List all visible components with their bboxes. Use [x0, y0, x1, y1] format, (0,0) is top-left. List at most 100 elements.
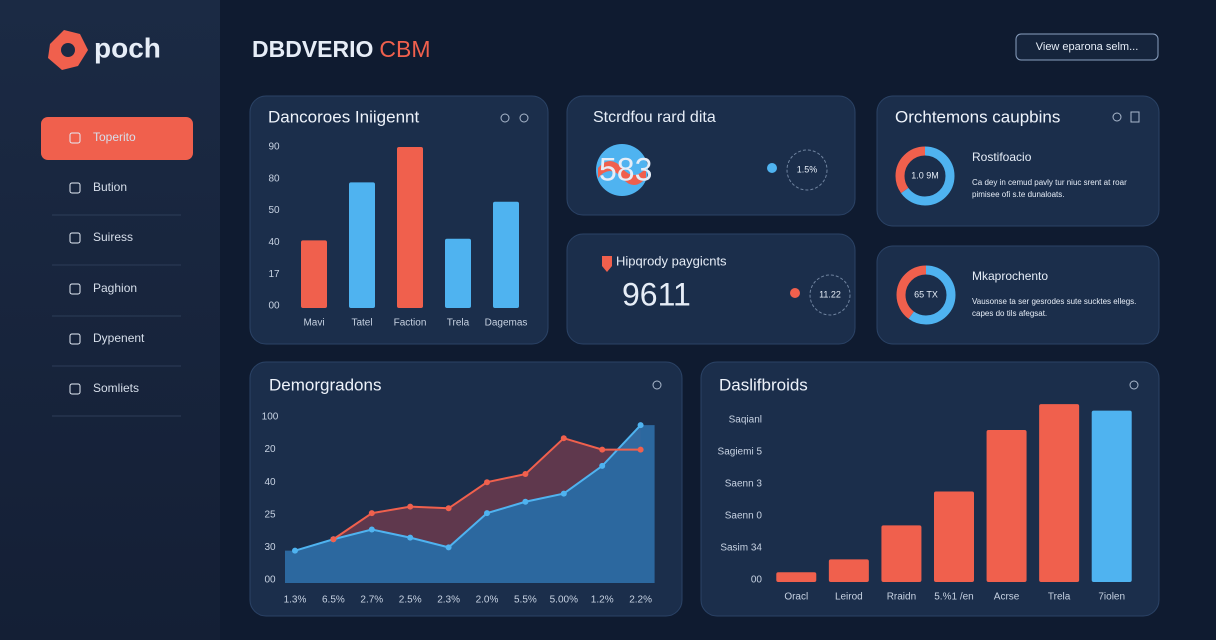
panel — [876, 245, 1160, 345]
nav-item[interactable]: Somliets — [93, 381, 139, 395]
point — [560, 435, 567, 442]
point — [407, 503, 414, 510]
nav-item[interactable]: Toperito — [93, 130, 136, 144]
x-tick-label: 5.00% — [550, 595, 578, 606]
x-tick-label: 5.%1 /en — [934, 592, 973, 603]
y-tick-label: 20 — [264, 444, 276, 455]
x-tick-label: Faction — [394, 318, 427, 329]
point — [368, 526, 375, 533]
card-heading: Mkaprochento — [972, 269, 1048, 283]
point — [599, 446, 606, 453]
y-tick-label: Saenn 3 — [725, 479, 763, 490]
y-tick-label: 100 — [262, 412, 279, 423]
bar — [1091, 410, 1132, 582]
nav-item[interactable]: Bution — [93, 180, 127, 194]
bar — [493, 201, 519, 308]
bar — [776, 572, 817, 582]
bar — [986, 430, 1027, 582]
area-band — [333, 425, 641, 548]
y-tick-label: 40 — [264, 477, 276, 488]
donut-label: 1.0 9M — [911, 170, 939, 180]
x-tick-label: 2.5% — [399, 595, 422, 606]
x-tick-label: 1.2% — [591, 595, 614, 606]
bar — [349, 182, 375, 308]
point — [522, 471, 529, 478]
bar — [1039, 404, 1080, 582]
point — [522, 498, 529, 505]
y-tick-label: 90 — [268, 142, 280, 153]
point — [560, 490, 567, 497]
line — [294, 424, 642, 552]
badge: 1.5% — [797, 164, 818, 174]
card-title: Hipqrody paygicnts — [616, 253, 727, 268]
chart-title: Demorgradons — [269, 375, 381, 394]
x-tick-label: 2.0% — [476, 595, 499, 606]
icon[interactable] — [652, 380, 662, 390]
badge-ring — [809, 274, 851, 316]
point — [637, 446, 644, 453]
y-tick-label: 50 — [268, 205, 280, 216]
badge: 11.22 — [819, 289, 841, 299]
x-tick-label: Mavi — [303, 318, 324, 329]
card-title: Stcrdfou rard dita — [593, 109, 716, 126]
point — [445, 544, 452, 551]
nav-icon — [69, 132, 81, 144]
y-tick-label: Saqianl — [729, 415, 762, 426]
card-title: Orchtemons caupbins — [895, 107, 1060, 126]
card-text: Ca dey in cemud pavly tur niuc srent at … — [972, 178, 1127, 187]
status-dot — [790, 288, 800, 298]
title-accent: CBM — [379, 36, 430, 62]
x-tick-label: Rraidn — [887, 592, 916, 603]
point — [445, 505, 452, 512]
y-tick-label: 30 — [264, 542, 276, 553]
status-dot — [767, 163, 777, 173]
y-tick-label: 80 — [268, 173, 280, 184]
view-button-label[interactable]: View eparona selm... — [1036, 41, 1139, 53]
y-tick-label: 40 — [268, 237, 280, 248]
nav-icon — [69, 182, 81, 194]
bar — [881, 525, 922, 582]
y-tick-label: 25 — [264, 509, 276, 520]
y-tick-label: 17 — [268, 269, 280, 280]
point — [292, 547, 298, 554]
badge-ring — [786, 149, 828, 191]
panel — [566, 233, 856, 345]
y-tick-label: Sagiemi 5 — [718, 447, 763, 458]
y-tick-label: 00 — [751, 575, 763, 586]
point — [599, 462, 606, 469]
bar — [397, 147, 423, 308]
view-button[interactable] — [1015, 33, 1159, 61]
card-text: capes do tils afegsat. — [972, 309, 1047, 318]
point — [368, 510, 375, 517]
panel — [700, 361, 1160, 617]
icon[interactable] — [1130, 111, 1140, 123]
icon[interactable] — [1112, 112, 1122, 122]
x-tick-label: 2.3% — [437, 595, 460, 606]
y-tick-label: 00 — [264, 575, 276, 586]
logo-hole — [61, 43, 75, 57]
x-tick-label: 2.7% — [360, 595, 383, 606]
x-tick-label: 7iolen — [1098, 592, 1125, 603]
nav-item[interactable]: Dypenent — [93, 331, 145, 345]
x-tick-label: 1.3% — [284, 595, 307, 606]
icon[interactable] — [500, 113, 510, 123]
x-tick-label: Leirod — [835, 592, 863, 603]
nav-item[interactable]: Suiress — [93, 230, 133, 244]
nav-item[interactable]: Paghion — [93, 281, 137, 295]
stat-icon — [602, 256, 612, 272]
x-tick-label: Trela — [447, 318, 470, 329]
chart-title: Daslifbroids — [719, 375, 808, 394]
card-text: Vausonse ta ser gesrodes sute sucktes el… — [972, 297, 1136, 306]
nav-icon — [69, 383, 81, 395]
bar — [934, 491, 974, 582]
stat-value: 583 — [599, 151, 652, 187]
donut-label: 65 TX — [914, 289, 938, 299]
area — [285, 425, 655, 583]
chart-title: Dancoroes Iniigennt — [268, 107, 419, 126]
title-main: DBDVERIO — [252, 36, 373, 62]
icon[interactable] — [519, 113, 529, 123]
icon[interactable] — [1129, 380, 1139, 390]
x-tick-label: Oracl — [784, 592, 808, 603]
